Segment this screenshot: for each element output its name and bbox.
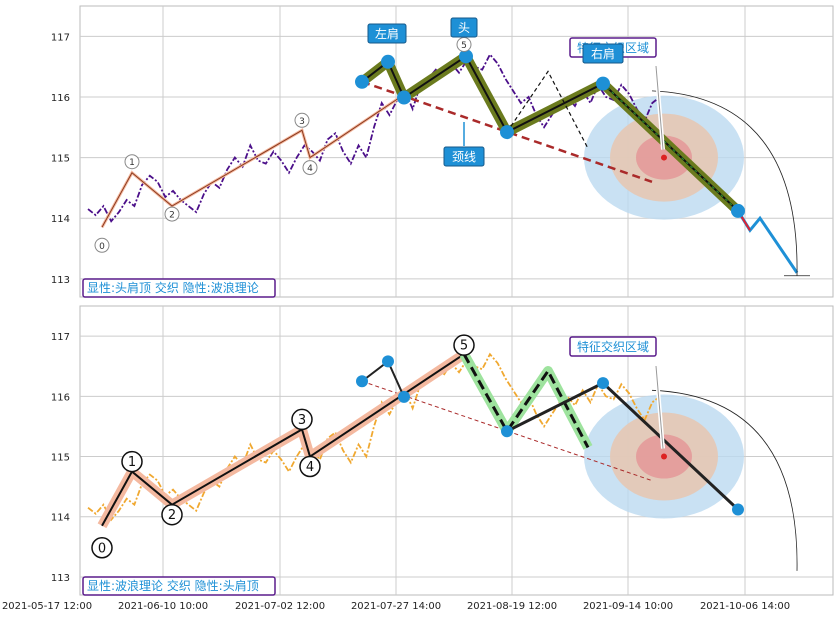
chart-panel-1: 113114115116117012345左肩头右肩颈线特征交织区域右肩显性:头… bbox=[51, 5, 834, 298]
feature-zone-label: 特征交织区域 bbox=[577, 339, 649, 354]
y-tick-label: 113 bbox=[51, 275, 70, 286]
projection-arc bbox=[651, 389, 798, 571]
wave-label: 0 bbox=[99, 242, 105, 252]
hs-label: 头 bbox=[458, 21, 470, 35]
caption-box bbox=[82, 576, 276, 596]
x-tick-label: 2021-10-06 14:00 bbox=[700, 601, 790, 612]
wave-label-circle bbox=[291, 408, 313, 431]
y-tick-label: 113 bbox=[51, 573, 70, 584]
y-tick-label: 114 bbox=[51, 214, 70, 225]
wave-line bbox=[101, 54, 465, 228]
hs-label-right-shoulder: 右肩 bbox=[591, 46, 615, 61]
hs-label: 颈线 bbox=[452, 150, 476, 164]
y-tick-label: 117 bbox=[51, 332, 70, 343]
wave-label-circle bbox=[453, 334, 475, 356]
projection-green bbox=[602, 83, 739, 212]
hs-marker bbox=[398, 390, 410, 403]
wave-label-circle bbox=[164, 206, 180, 222]
hs-marker bbox=[355, 74, 369, 89]
wave-label: 1 bbox=[129, 158, 135, 168]
wave-label-circle bbox=[91, 537, 113, 559]
wave-label: 1 bbox=[128, 455, 136, 470]
abc-hidden-line bbox=[506, 70, 589, 149]
hs-label-box bbox=[367, 23, 407, 44]
hs-marker bbox=[731, 203, 745, 218]
y-tick-label: 116 bbox=[51, 392, 70, 403]
x-tick-label: 2021-05-17 12:00 bbox=[2, 601, 92, 612]
hs-marker bbox=[356, 375, 368, 388]
wave-line bbox=[101, 353, 465, 527]
wave-label: 4 bbox=[306, 460, 314, 475]
wave-label: 5 bbox=[461, 41, 467, 51]
wave-label-circle bbox=[94, 237, 110, 253]
caption-box bbox=[82, 278, 276, 298]
hs-marker bbox=[381, 54, 395, 69]
feature-zone-box bbox=[569, 336, 657, 357]
zone-center-dot bbox=[661, 154, 667, 161]
y-tick-label: 115 bbox=[51, 154, 70, 165]
zone-arrow bbox=[655, 365, 664, 449]
hs-marker bbox=[596, 76, 610, 91]
y-tick-label: 114 bbox=[51, 513, 70, 524]
hs-label: 左肩 bbox=[375, 26, 399, 41]
panel-caption: 显性:波浪理论 交织 隐性:头肩顶 bbox=[87, 578, 259, 593]
hs-label-box bbox=[443, 146, 485, 167]
abc-line bbox=[462, 353, 590, 449]
wave-label: 4 bbox=[307, 164, 313, 174]
hs-label-box bbox=[450, 17, 478, 38]
wave-label-circle bbox=[294, 112, 310, 128]
x-tick-label: 2021-08-19 12:00 bbox=[467, 601, 557, 612]
y-tick-label: 116 bbox=[51, 93, 70, 104]
x-tick-label: 2021-06-10 10:00 bbox=[118, 601, 208, 612]
hs-marker bbox=[459, 49, 473, 64]
wave-label-circle bbox=[161, 503, 183, 526]
wave-label-circle bbox=[302, 160, 318, 176]
hs-label-box-top bbox=[582, 43, 624, 64]
y-tick-label: 115 bbox=[51, 453, 70, 464]
panel-caption: 显性:头肩顶 交织 隐性:波浪理论 bbox=[87, 280, 259, 295]
wave-label: 3 bbox=[298, 413, 306, 428]
wave-label: 5 bbox=[460, 339, 468, 354]
hs-marker bbox=[597, 377, 609, 390]
wave-label: 0 bbox=[98, 541, 106, 556]
price-series-line bbox=[87, 52, 661, 223]
zone-arrow bbox=[655, 65, 664, 150]
y-tick-label: 117 bbox=[51, 32, 70, 43]
wave-label: 3 bbox=[299, 117, 305, 127]
hs-marker bbox=[732, 503, 744, 516]
wave-label-circle bbox=[121, 450, 143, 473]
hs-marker bbox=[501, 425, 513, 438]
zone-center-dot bbox=[661, 453, 667, 460]
wave-label: 2 bbox=[169, 211, 175, 221]
hs-marker bbox=[500, 125, 514, 140]
neckline-hidden bbox=[361, 380, 653, 482]
x-tick-label: 2021-07-27 14:00 bbox=[351, 601, 441, 612]
hs-marker bbox=[397, 90, 411, 105]
x-tick-label: 2021-07-02 12:00 bbox=[235, 601, 325, 612]
hs-marker bbox=[382, 355, 394, 368]
projection-arc bbox=[651, 90, 798, 276]
wave-label-circle bbox=[124, 154, 140, 170]
wave-label-circle bbox=[299, 455, 321, 478]
wave-label: 2 bbox=[168, 508, 176, 523]
x-tick-label: 2021-09-14 10:00 bbox=[583, 601, 673, 612]
